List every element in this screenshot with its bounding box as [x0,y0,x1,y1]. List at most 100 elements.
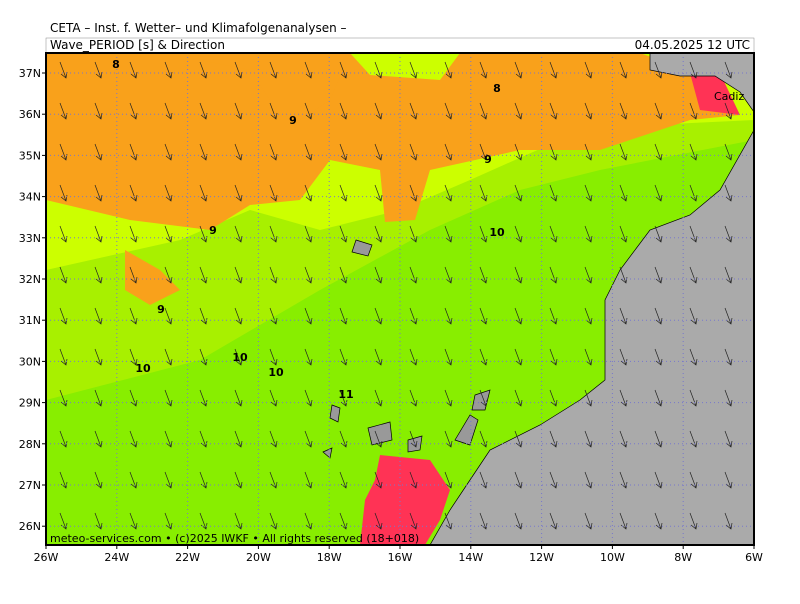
arrow [129,348,138,366]
arrow [444,266,453,284]
arrow [304,389,313,407]
arrow [689,102,698,120]
arrow [689,143,698,161]
lon-label: 10W [600,551,625,564]
arrow [479,61,488,79]
arrow [409,225,418,243]
arrow [444,225,453,243]
arrow [374,307,383,325]
lon-label: 22W [175,551,200,564]
arrow [654,102,663,120]
arrow [269,389,278,407]
arrow [269,348,278,366]
arrow [584,266,593,284]
arrow [374,184,383,202]
arrow [304,102,313,120]
lat-label: 37N [19,67,41,80]
arrow [269,143,278,161]
arrow [479,143,488,161]
lat-label: 35N [19,149,41,162]
arrow [374,143,383,161]
arrow [164,348,173,366]
arrow [549,102,558,120]
arrow [654,307,663,325]
arrow [514,307,523,325]
arrow [234,471,243,489]
arrow [409,266,418,284]
arrow [654,266,663,284]
arrow [304,307,313,325]
contour-label: 9 [157,303,165,316]
arrow [304,266,313,284]
land-iberia [649,53,754,113]
lon-label: 12W [529,551,554,564]
arrow [514,348,523,366]
arrow [654,184,663,202]
arrow [234,143,243,161]
islands [322,239,491,459]
arrow [234,512,243,530]
arrow [374,225,383,243]
arrow [304,225,313,243]
footer: meteo-services.com • (c)2025 IWKF • All … [50,532,419,545]
arrow [164,430,173,448]
arrow [129,184,138,202]
arrow [164,307,173,325]
arrow [59,143,68,161]
lat-label: 34N [19,191,41,204]
contour-label: 10 [489,226,505,239]
lon-label: 26W [34,551,59,564]
arrow [374,61,383,79]
arrow [409,143,418,161]
arrow [339,430,348,448]
arrow [339,61,348,79]
arrow [514,389,523,407]
arrow [164,225,173,243]
arrow [94,61,103,79]
arrow [234,307,243,325]
arrow [269,61,278,79]
contour-label: 8 [493,82,501,95]
arrow [479,389,488,407]
arrow [724,143,733,161]
arrow [514,184,523,202]
lon-label: 14W [458,551,483,564]
arrow [444,348,453,366]
arrow [654,143,663,161]
arrow [199,102,208,120]
arrow [94,266,103,284]
arrow [724,266,733,284]
arrow [514,430,523,448]
arrow [164,389,173,407]
arrow [129,143,138,161]
arrow [129,102,138,120]
lat-label: 36N [19,108,41,121]
arrow [374,471,383,489]
arrow [514,512,523,530]
arrow [94,307,103,325]
arrow [689,266,698,284]
contour-label: 9 [289,114,297,127]
lon-label: 20W [246,551,271,564]
arrow [164,184,173,202]
arrow [59,430,68,448]
org-title: CETA – Inst. f. Wetter– und Klimafolgena… [50,21,347,35]
arrow [129,307,138,325]
arrow [619,430,628,448]
arrow [374,512,383,530]
lon-label: 16W [388,551,413,564]
arrow [549,143,558,161]
arrow [654,61,663,79]
arrow [269,266,278,284]
contour-label: 9 [209,224,217,237]
arrow [129,225,138,243]
contour-label: 11 [338,388,353,401]
arrow [374,102,383,120]
arrow [94,225,103,243]
lon-label: 8W [674,551,692,564]
lat-label: 30N [19,355,41,368]
arrow [199,430,208,448]
arrow [584,184,593,202]
arrow [234,184,243,202]
arrow [374,348,383,366]
